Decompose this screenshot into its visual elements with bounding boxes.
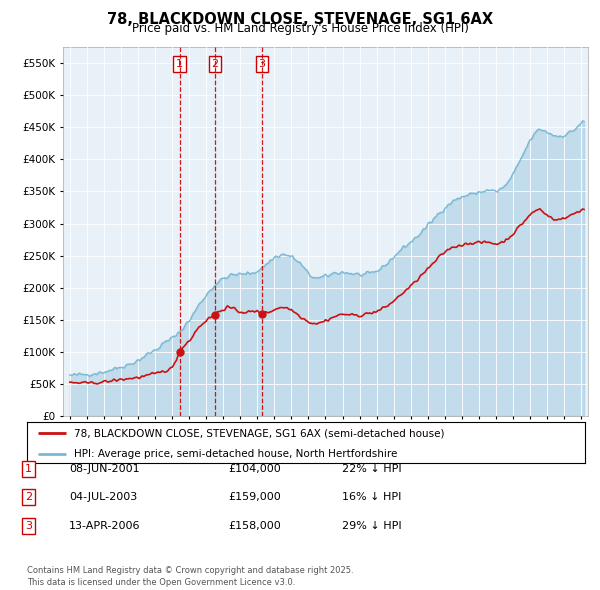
Text: £104,000: £104,000 xyxy=(228,464,281,474)
Text: 3: 3 xyxy=(25,521,32,530)
Text: 04-JUL-2003: 04-JUL-2003 xyxy=(69,493,137,502)
Text: 1: 1 xyxy=(176,59,183,69)
Text: 29% ↓ HPI: 29% ↓ HPI xyxy=(342,521,401,530)
Text: 78, BLACKDOWN CLOSE, STEVENAGE, SG1 6AX: 78, BLACKDOWN CLOSE, STEVENAGE, SG1 6AX xyxy=(107,12,493,27)
Text: HPI: Average price, semi-detached house, North Hertfordshire: HPI: Average price, semi-detached house,… xyxy=(74,449,398,459)
Text: 1: 1 xyxy=(25,464,32,474)
Text: 22% ↓ HPI: 22% ↓ HPI xyxy=(342,464,401,474)
Text: 08-JUN-2001: 08-JUN-2001 xyxy=(69,464,140,474)
Text: Contains HM Land Registry data © Crown copyright and database right 2025.
This d: Contains HM Land Registry data © Crown c… xyxy=(27,566,353,587)
Text: Price paid vs. HM Land Registry's House Price Index (HPI): Price paid vs. HM Land Registry's House … xyxy=(131,22,469,35)
Text: 16% ↓ HPI: 16% ↓ HPI xyxy=(342,493,401,502)
Text: 3: 3 xyxy=(259,59,266,69)
Text: 13-APR-2006: 13-APR-2006 xyxy=(69,521,140,530)
Text: £158,000: £158,000 xyxy=(228,521,281,530)
Text: 2: 2 xyxy=(211,59,218,69)
Text: £159,000: £159,000 xyxy=(228,493,281,502)
Text: 2: 2 xyxy=(25,493,32,502)
Text: 78, BLACKDOWN CLOSE, STEVENAGE, SG1 6AX (semi-detached house): 78, BLACKDOWN CLOSE, STEVENAGE, SG1 6AX … xyxy=(74,428,445,438)
